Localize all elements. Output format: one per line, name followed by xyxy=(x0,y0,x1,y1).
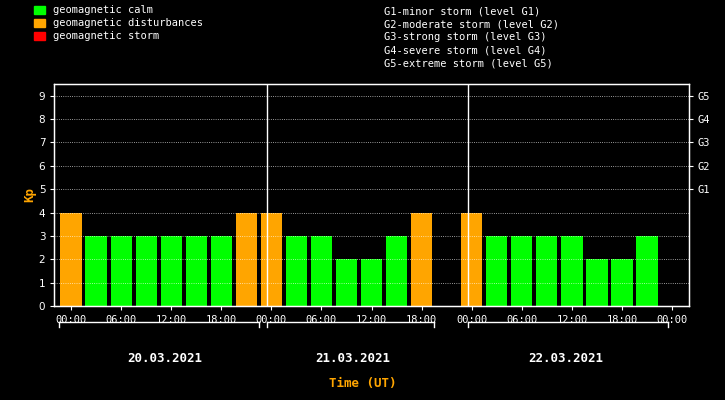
Bar xyxy=(587,259,608,306)
Bar xyxy=(386,236,407,306)
Y-axis label: Kp: Kp xyxy=(23,188,36,202)
Bar xyxy=(536,236,558,306)
Text: Time (UT): Time (UT) xyxy=(328,377,397,390)
Bar xyxy=(261,212,282,306)
Bar xyxy=(286,236,307,306)
Bar xyxy=(336,259,357,306)
Bar xyxy=(561,236,582,306)
Bar xyxy=(136,236,157,306)
Bar xyxy=(211,236,232,306)
Text: 20.03.2021: 20.03.2021 xyxy=(128,352,202,364)
Bar xyxy=(411,212,432,306)
Bar xyxy=(511,236,532,306)
Bar xyxy=(486,236,507,306)
Bar xyxy=(110,236,132,306)
Bar xyxy=(161,236,182,306)
Text: G1-minor storm (level G1)
G2-moderate storm (level G2)
G3-strong storm (level G3: G1-minor storm (level G1) G2-moderate st… xyxy=(384,6,559,69)
Bar xyxy=(60,212,82,306)
Bar xyxy=(461,212,482,306)
Text: 22.03.2021: 22.03.2021 xyxy=(528,352,603,364)
Bar xyxy=(186,236,207,306)
Bar xyxy=(311,236,332,306)
Text: 21.03.2021: 21.03.2021 xyxy=(315,352,390,364)
Bar xyxy=(361,259,382,306)
Bar xyxy=(611,259,633,306)
Bar xyxy=(637,236,658,306)
Bar xyxy=(236,212,257,306)
Bar xyxy=(86,236,107,306)
Legend: geomagnetic calm, geomagnetic disturbances, geomagnetic storm: geomagnetic calm, geomagnetic disturbanc… xyxy=(34,5,203,42)
